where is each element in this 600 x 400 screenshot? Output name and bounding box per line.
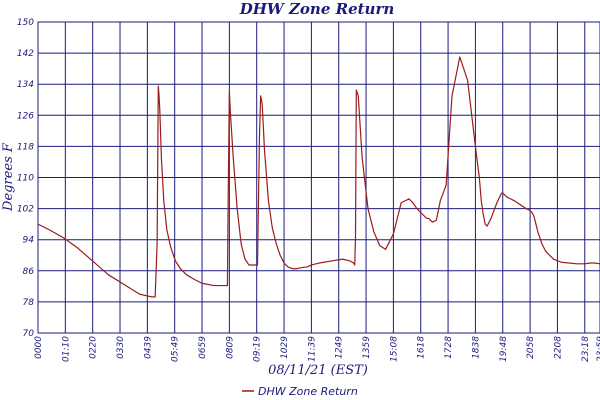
x-tick-label: 1029: [280, 336, 290, 359]
x-tick-label: 15:08: [389, 336, 399, 362]
grid-layer: [37, 21, 600, 334]
x-tick-label: 0439: [143, 336, 153, 359]
x-tick-label: 1249: [335, 336, 345, 359]
x-tick-label: 23:18: [581, 336, 591, 362]
y-axis-label: Degrees F: [1, 142, 16, 212]
x-tick-label: 01:10: [61, 336, 71, 362]
x-tick-label: 23:59: [596, 336, 600, 362]
series-line-0: [37, 56, 600, 298]
x-tick-label: 0220: [89, 336, 99, 359]
x-tick-label: 1618: [417, 336, 427, 359]
y-tick-label: 70: [23, 329, 35, 339]
y-tick-label: 110: [17, 174, 34, 184]
x-tick-label: 2058: [526, 336, 536, 359]
x-tick-label: 11:39: [307, 336, 317, 362]
x-tick-labels: 0000 01:10 0220 0330 0439 05:49 0659 0809 09:19 1…: [34, 336, 600, 362]
y-tick-label: 118: [17, 142, 34, 152]
x-tick-label: 0809: [225, 336, 235, 359]
x-tick-label: 1359: [362, 336, 372, 359]
y-tick-label: 150: [17, 18, 34, 28]
x-axis-label: 08/11/21 (EST): [268, 363, 368, 378]
plot-area-frame: [37, 21, 600, 334]
x-tick-label: 05:49: [171, 336, 181, 362]
y-tick-label: 134: [17, 80, 34, 90]
x-tick-label: 2208: [553, 336, 563, 359]
y-tick-label: 86: [23, 267, 35, 277]
x-tick-label: 09:19: [253, 336, 263, 362]
y-tick-label: 78: [23, 298, 35, 308]
x-tick-label: 0659: [198, 336, 208, 359]
y-tick-label: 94: [23, 236, 35, 246]
series-layer: [37, 56, 600, 298]
x-tick-label: 1728: [444, 336, 454, 359]
x-tick-label: 1838: [471, 336, 481, 359]
legend-label: DHW Zone Return: [258, 385, 358, 398]
x-tick-label: 0330: [116, 336, 126, 359]
y-tick-label: 142: [17, 49, 34, 59]
legend: DHW Zone Return: [242, 385, 358, 398]
chart-title: DHW Zone Return: [239, 0, 395, 18]
y-tick-labels: 70 78 86 94 102 110 118 126 134 142 150: [17, 18, 34, 339]
x-tick-label: 0000: [34, 336, 44, 359]
y-tick-label: 126: [17, 111, 34, 121]
x-tick-label: 19:48: [499, 336, 509, 362]
y-tick-label: 102: [17, 205, 34, 215]
